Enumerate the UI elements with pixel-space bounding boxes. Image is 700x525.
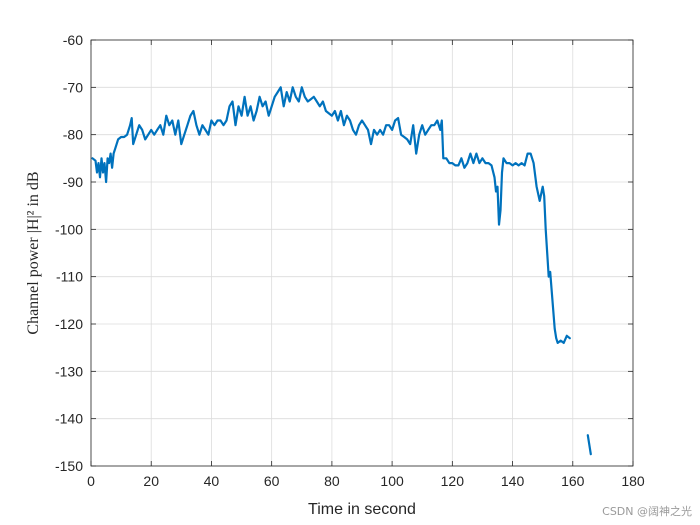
- y-tick-label: -80: [63, 127, 83, 143]
- y-tick-label: -60: [63, 32, 83, 48]
- series-line-segment-1: [91, 86, 571, 344]
- y-tick-label: -110: [56, 269, 83, 285]
- x-tick-label: 40: [204, 473, 220, 489]
- x-tick-label: 120: [441, 473, 465, 489]
- x-tick-label: 180: [621, 473, 645, 489]
- x-axis-label: Time in second: [308, 501, 416, 518]
- x-tick-label: 140: [501, 473, 525, 489]
- x-tick-label: 100: [380, 473, 404, 489]
- plot-area: [91, 40, 633, 466]
- watermark: CSDN @阔神之光: [602, 505, 692, 518]
- data-series: [91, 86, 592, 456]
- x-tick-label: 20: [143, 473, 159, 489]
- y-axis-label: Channel power |H|² in dB: [25, 171, 42, 334]
- tick-marks: [90, 39, 634, 467]
- y-tick-label: -140: [55, 411, 83, 427]
- x-tick-label: 160: [561, 473, 585, 489]
- axes-box: [90, 39, 634, 467]
- y-tick-label: -150: [55, 458, 83, 474]
- x-tick-label: 80: [324, 473, 340, 489]
- y-tick-labels: -60 -70 -80 -90 -100 -110 -120 -130 -140 -150: [55, 32, 83, 474]
- y-tick-label: -70: [63, 79, 83, 95]
- y-tick-label: -100: [55, 221, 83, 237]
- x-tick-label: 60: [264, 473, 280, 489]
- x-tick-labels: 0 20 40 60 80 100 120 140 160 180: [87, 473, 645, 489]
- y-tick-label: -90: [63, 174, 83, 190]
- y-tick-label: -130: [55, 363, 83, 379]
- x-tick-label: 0: [87, 473, 95, 489]
- series-line-segment-2: [586, 434, 592, 456]
- y-tick-label: -120: [55, 316, 83, 332]
